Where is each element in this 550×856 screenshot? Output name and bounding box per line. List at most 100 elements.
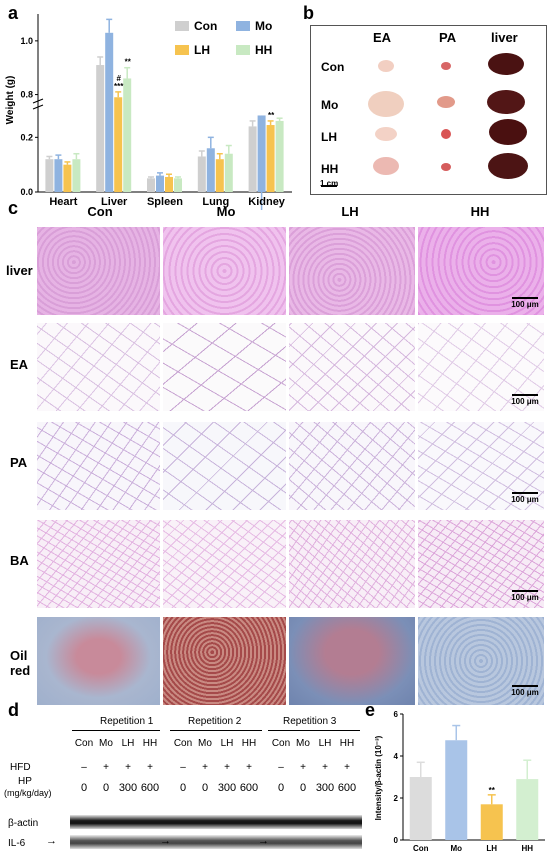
hfdRow-cell: – [278,762,284,773]
il6-intensity-chart: 0 2 4 6 Intensity/β-actin (10⁻³) Con Mo LH ** HH [374,710,545,853]
bar-lung-con [197,156,206,192]
bar-heart-hh [72,159,81,192]
histo-pa-con [37,422,160,510]
western-blot-panel: Repetition 1 Repetition 2 Repetition 3 C… [0,708,365,856]
hfdRow-cell: – [81,762,87,773]
ytick-label-e: 2 [394,794,399,803]
histo-ea-lh [289,323,415,411]
xtick-label-e: Con [413,844,429,853]
hpRow-cell: 300 [118,782,138,794]
legend-label-lh: LH [194,43,210,57]
ytick-label-a: 0.0 [20,187,33,197]
groupsRow-cell: Con [271,738,291,749]
repetition-2-label: Repetition 2 [188,716,242,727]
histo-ea-con [37,323,160,411]
significance-annotation: ** [125,58,132,67]
hfdRow-cell: + [125,762,131,773]
bar-kidney-hh [275,120,284,192]
bar-e-mo [445,740,468,840]
xtick-label-a: Spleen [147,196,183,208]
bar-lung-hh [224,153,233,192]
bar-liver-mo [105,32,114,192]
histo-pa-mo [163,422,286,510]
bar-liver-hh [123,78,132,192]
bar-kidney-con [248,126,257,192]
hpRow-cell: 600 [337,782,357,794]
histo-ea-hh [418,323,544,411]
groupsRow-cell: HH [241,738,257,749]
groupsRow-cell: Con [74,738,94,749]
groupsRow-cell: Mo [99,738,113,749]
histo-ba-hh [418,520,544,608]
bar-liver-con [96,65,105,192]
ytick-label-a: 0.2 [20,132,33,142]
scale-bar-ea: 100 μm [505,394,545,406]
panel-label-d: d [8,700,19,720]
histo-liver-lh [289,227,415,315]
legend-label-hh: HH [255,43,272,57]
bar-spleen-con [147,178,155,192]
legend-label-con: Con [194,19,217,33]
histo-col-lh: LH [341,204,359,219]
panel-label-e: e [365,700,376,720]
histo-row-liver: liver [6,263,33,278]
histo-ba-mo [163,520,286,608]
legend-swatch-hh [236,45,250,55]
histo-col-hh: HH [470,204,490,219]
histo-row-pa: PA [10,455,28,470]
histo-oilred-lh [289,617,415,705]
groupsRow-cell: HH [339,738,355,749]
bar-spleen-hh [174,178,182,192]
groupsRow-cell: HH [142,738,158,749]
liver-con-photo [488,53,524,75]
hfdRow-cell: + [246,762,252,773]
histo-liver-mo [163,227,286,315]
bar-e-hh [516,779,539,840]
ea-hh-photo [373,157,399,175]
hfd-label: HFD [10,762,31,773]
groupsRow-cell: Con [173,738,193,749]
legend-swatch-lh [175,45,189,55]
significance-annotation: ** [268,111,275,120]
hpRow-cell: 300 [217,782,237,794]
organ-row-mo: Mo [321,98,339,112]
il6-arrow-icon: → [46,835,57,847]
legend-label-mo: Mo [255,19,272,33]
scale-bar-oilred: 100 μm [505,685,545,697]
histo-liver-con [37,227,160,315]
scale-bar-liver: 100 μm [505,297,545,309]
hfdRow-cell: + [322,762,328,773]
hfdRow-cell: + [147,762,153,773]
hpRow-cell: 0 [201,782,209,794]
ytick-label-a: 1.0 [20,36,33,46]
pa-mo-photo [437,96,455,108]
bar-liver-lh [114,97,123,192]
bar-kidney-lh [266,125,275,192]
histo-liver-hh [418,227,544,315]
organ-col-liver: liver [491,30,518,45]
histo-row-ba: BA [10,553,29,568]
bar-spleen-lh [165,176,173,192]
il6-blot-strip [70,835,362,849]
significance-annotation: # [116,74,121,83]
ylabel-a: Weight (g) [5,76,16,125]
xtick-label-a: Liver [101,196,128,208]
hpRow-cell: 300 [315,782,335,794]
hpRow-cell: 0 [179,782,187,794]
histo-pa-hh [418,422,544,510]
significance-annotation: *** [114,82,124,91]
actin-blot-strip [70,815,362,829]
il6-arrow-icon-2: → [160,835,171,847]
histo-oilred-mo [163,617,286,705]
hfdRow-cell: + [202,762,208,773]
pa-lh-photo [441,129,451,139]
ytick-label-e: 6 [394,710,399,719]
bar-heart-con [45,159,54,192]
histo-ea-mo [163,323,286,411]
liver-lh-photo [489,119,527,145]
xtick-label-e: HH [521,844,533,853]
legend-swatch-con [175,21,189,31]
ea-lh-photo [375,127,397,141]
pa-hh-photo [441,163,451,171]
organ-photos [321,53,528,187]
